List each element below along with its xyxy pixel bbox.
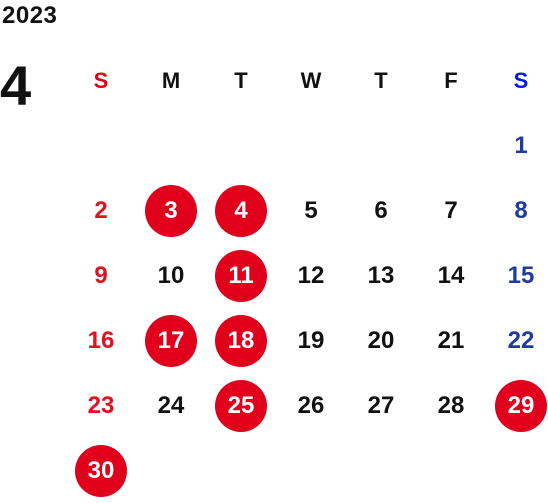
day-cell[interactable]: 7 xyxy=(416,178,486,243)
day-number: 4 xyxy=(234,196,248,224)
day-number: 2 xyxy=(94,196,108,224)
day-number: 27 xyxy=(367,391,395,419)
day-number: 12 xyxy=(297,261,325,289)
day-cell[interactable]: 29 xyxy=(486,373,548,438)
day-number: 5 xyxy=(304,196,318,224)
day-cell[interactable]: 23 xyxy=(66,373,136,438)
weekday-header-tue: T xyxy=(234,67,248,93)
empty-cell xyxy=(206,113,276,178)
empty-cell xyxy=(346,438,416,503)
day-cell[interactable]: 8 xyxy=(486,178,548,243)
day-number: 15 xyxy=(507,261,535,289)
day-cell[interactable]: 16 xyxy=(66,308,136,373)
highlight-circle xyxy=(215,184,267,237)
weekday-header-sat: S xyxy=(513,67,529,93)
day-number: 17 xyxy=(157,326,185,354)
day-number: 7 xyxy=(444,196,458,224)
day-number: 19 xyxy=(297,326,325,354)
day-cell[interactable]: 17 xyxy=(136,308,206,373)
year-label: 2023 xyxy=(2,2,58,29)
empty-cell xyxy=(206,438,276,503)
day-cell[interactable]: 5 xyxy=(276,178,346,243)
day-number: 20 xyxy=(367,326,395,354)
highlight-circle xyxy=(145,314,197,367)
day-cell[interactable]: 27 xyxy=(346,373,416,438)
empty-cell xyxy=(66,113,136,178)
weekday-header-wed: W xyxy=(300,67,322,93)
day-cell[interactable]: 19 xyxy=(276,308,346,373)
empty-cell xyxy=(416,113,486,178)
day-cell[interactable]: 15 xyxy=(486,243,548,308)
empty-cell xyxy=(276,438,346,503)
empty-cell xyxy=(346,113,416,178)
day-number: 13 xyxy=(367,261,395,289)
day-cell[interactable]: 4 xyxy=(206,178,276,243)
month-number: 4 xyxy=(0,54,32,117)
day-number: 22 xyxy=(507,326,535,354)
empty-cell xyxy=(136,438,206,503)
weekday-header-fri: F xyxy=(444,67,458,93)
day-number: 28 xyxy=(437,391,465,419)
day-number: 10 xyxy=(157,261,185,289)
day-number: 3 xyxy=(164,196,178,224)
weekday-header-sun: S xyxy=(93,67,109,93)
day-number: 6 xyxy=(374,196,388,224)
day-number: 29 xyxy=(507,391,535,419)
day-number: 25 xyxy=(227,391,255,419)
day-number: 14 xyxy=(437,261,465,289)
day-cell[interactable]: 12 xyxy=(276,243,346,308)
day-cell[interactable]: 30 xyxy=(66,438,136,503)
day-number: 8 xyxy=(514,196,528,224)
calendar-grid: S M T W T F S 1 2 3 4 5 6 7 8 9 10 11 12 13 14 15 16 17 18 19 20 21… xyxy=(66,48,548,503)
day-cell[interactable]: 22 xyxy=(486,308,548,373)
day-cell[interactable]: 1 xyxy=(486,113,548,178)
day-number: 24 xyxy=(157,391,185,419)
empty-cell xyxy=(486,438,548,503)
day-number: 18 xyxy=(227,326,255,354)
weekday-header-thu: T xyxy=(374,67,388,93)
highlight-circle xyxy=(495,379,547,432)
day-cell[interactable]: 25 xyxy=(206,373,276,438)
highlight-circle xyxy=(215,379,267,432)
highlight-circle xyxy=(75,444,127,497)
highlight-circle xyxy=(215,314,267,367)
day-cell[interactable]: 20 xyxy=(346,308,416,373)
empty-cell xyxy=(136,113,206,178)
day-cell[interactable]: 3 xyxy=(136,178,206,243)
highlight-circle xyxy=(215,249,267,302)
day-number: 11 xyxy=(228,261,254,289)
day-number: 30 xyxy=(87,456,115,484)
day-cell[interactable]: 28 xyxy=(416,373,486,438)
day-number: 9 xyxy=(94,261,108,289)
day-cell[interactable]: 24 xyxy=(136,373,206,438)
day-cell[interactable]: 18 xyxy=(206,308,276,373)
day-number: 26 xyxy=(297,391,325,419)
day-cell[interactable]: 26 xyxy=(276,373,346,438)
empty-cell xyxy=(416,438,486,503)
day-cell[interactable]: 14 xyxy=(416,243,486,308)
highlight-circle xyxy=(145,184,197,237)
weekday-header-mon: M xyxy=(161,67,181,93)
day-cell[interactable]: 11 xyxy=(206,243,276,308)
day-cell[interactable]: 13 xyxy=(346,243,416,308)
day-number: 16 xyxy=(87,326,115,354)
day-cell[interactable]: 10 xyxy=(136,243,206,308)
day-number: 1 xyxy=(514,131,528,159)
day-cell[interactable]: 21 xyxy=(416,308,486,373)
day-cell[interactable]: 2 xyxy=(66,178,136,243)
day-cell[interactable]: 9 xyxy=(66,243,136,308)
empty-cell xyxy=(276,113,346,178)
day-cell[interactable]: 6 xyxy=(346,178,416,243)
day-number: 23 xyxy=(87,391,115,419)
day-number: 21 xyxy=(437,326,465,354)
